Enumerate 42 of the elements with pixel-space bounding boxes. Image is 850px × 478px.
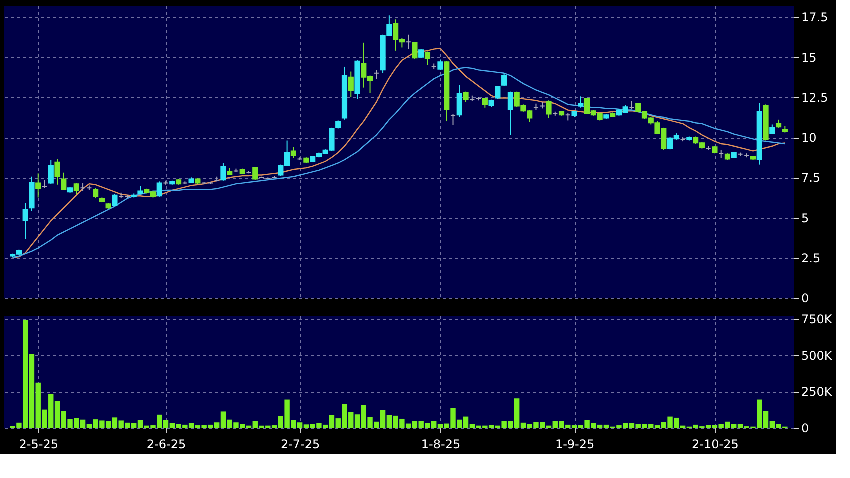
candlestick xyxy=(424,51,431,66)
candlestick xyxy=(348,71,354,98)
candlestick xyxy=(406,34,412,50)
x-tick-label: 2-7-25 xyxy=(280,438,320,452)
y-tick-label: 10 xyxy=(802,131,817,146)
x-tick-label: 2-10-25 xyxy=(692,438,739,452)
candlestick xyxy=(546,100,552,119)
candlestick xyxy=(495,86,501,100)
candlestick xyxy=(156,181,162,198)
y-tick-label: 250K xyxy=(802,385,834,400)
candlestick xyxy=(48,160,54,185)
y-tick-label: 12.5 xyxy=(802,90,828,105)
candlestick xyxy=(450,114,456,126)
y-tick-label: 5 xyxy=(802,211,810,226)
candlestick xyxy=(502,72,508,87)
y-tick-label: 500K xyxy=(802,348,834,363)
candlestick xyxy=(412,42,418,60)
candlestick xyxy=(22,202,28,240)
candlestick xyxy=(220,162,226,182)
candlestick xyxy=(578,96,584,108)
x-tick-label: 2-6-25 xyxy=(146,438,186,452)
y-tick-label: 0 xyxy=(802,292,810,306)
y-tick-label: 0 xyxy=(802,422,810,436)
candlestick xyxy=(112,194,118,208)
candlestick xyxy=(456,84,462,118)
y-tick-label: 7.5 xyxy=(802,171,821,186)
y-tick-label: 2.5 xyxy=(802,251,821,266)
candlestick xyxy=(61,172,67,192)
candlestick xyxy=(508,91,514,136)
candlestick xyxy=(374,70,380,80)
x-tick-label: 2-5-25 xyxy=(19,438,58,452)
candlestick xyxy=(770,124,776,135)
x-tick-label: 1-9-25 xyxy=(555,438,595,452)
y-tick-label: 17.5 xyxy=(802,10,828,25)
y-tick-label: 750K xyxy=(802,312,834,326)
candlestick xyxy=(36,173,42,198)
candlestick xyxy=(93,188,99,200)
candlestick xyxy=(290,146,296,159)
candlestick xyxy=(54,158,60,186)
y-tick-label: 15 xyxy=(802,50,817,65)
candlestick xyxy=(252,166,258,181)
x-tick-label: 1-8-25 xyxy=(421,438,461,452)
